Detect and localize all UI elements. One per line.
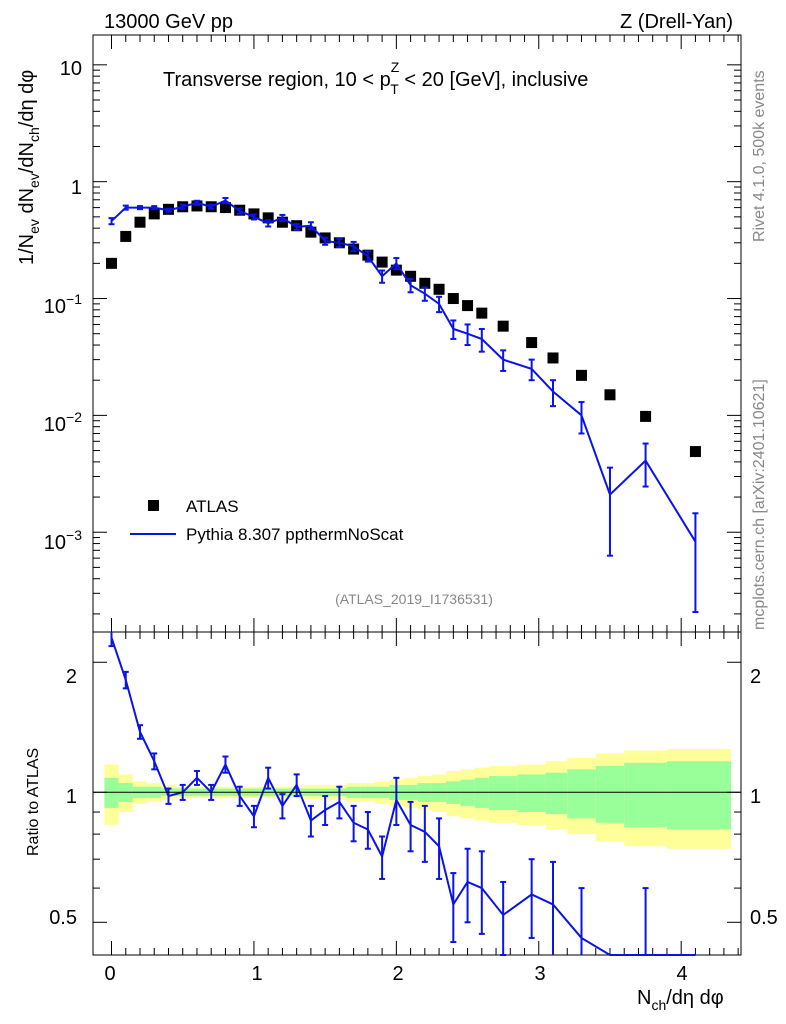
- ratio-tick-label-2-right: 2: [750, 666, 761, 688]
- atlas-point: [276, 216, 288, 228]
- legend-atlas-marker: [148, 500, 159, 511]
- x-axis-label: Nch/dη dφ: [637, 987, 724, 1013]
- x-tick-label: 1: [251, 963, 262, 985]
- legend-mc-label: Pythia 8.307 ppthermNoScat: [186, 525, 404, 544]
- ratio-tick-label-05-right: 0.5: [750, 907, 778, 929]
- atlas-point: [640, 410, 652, 422]
- ratio-uncertainty-bands: [104, 748, 732, 849]
- atlas-point: [120, 230, 132, 242]
- ratio-tick-label-1: 1: [66, 786, 77, 808]
- atlas-data-points: [106, 200, 701, 458]
- ratio-plot-frame: [92, 631, 742, 956]
- atlas-point: [689, 446, 701, 458]
- atlas-point: [305, 226, 317, 238]
- ratio-band-inner: [104, 777, 119, 808]
- ratio-band-inner: [545, 772, 568, 815]
- side-mcplots-label: mcplots.cern.ch [arXiv:2401.10621]: [751, 379, 768, 630]
- header-left: 13000 GeV pp: [104, 11, 233, 33]
- x-tick-label: 0: [104, 963, 115, 985]
- region-title: Transverse region, 10 < pZ T < 20 [GeV], …: [163, 59, 588, 97]
- atlas-point: [433, 283, 445, 295]
- atlas-point: [191, 200, 203, 212]
- atlas-point: [106, 257, 118, 269]
- atlas-point: [219, 202, 231, 214]
- ratio-band-inner: [666, 761, 732, 830]
- region-title-sub: T: [390, 81, 399, 97]
- legend-atlas-label: ATLAS: [186, 497, 239, 516]
- ratio-band-inner: [624, 762, 667, 828]
- atlas-point: [148, 208, 160, 220]
- atlas-point: [526, 337, 538, 349]
- atlas-point: [497, 320, 509, 332]
- ratio-band-inner: [567, 769, 596, 819]
- atlas-point: [405, 270, 417, 282]
- mc-curve-top: [108, 197, 699, 614]
- atlas-point: [419, 277, 431, 289]
- mc-ratio-line: [110, 637, 696, 956]
- atlas-point: [604, 389, 616, 401]
- y-tick-label-1e-3: 10−3: [44, 527, 82, 554]
- atlas-point: [262, 212, 274, 224]
- ratio-tick-label-1-right: 1: [750, 786, 761, 808]
- header-right: Z (Drell-Yan): [620, 11, 733, 33]
- top-y-axis-label: 1/Nev dNev/dNch/dη dφ: [16, 70, 42, 265]
- ratio-band-inner: [488, 776, 518, 810]
- atlas-point: [547, 352, 559, 364]
- atlas-point: [575, 369, 587, 381]
- side-rivet-label: Rivet 4.1.0, 500k events: [751, 70, 768, 242]
- mc-curve-ratio: [108, 632, 696, 956]
- ratio-band-inner: [474, 777, 489, 808]
- region-title-main: Transverse region, 10 < p: [163, 69, 391, 91]
- x-tick-label: 2: [392, 963, 403, 985]
- region-title-tail: < 20 [GeV], inclusive: [399, 69, 589, 91]
- region-title-sup: Z: [391, 59, 400, 75]
- x-tick-label: 4: [676, 963, 687, 985]
- ratio-band-inner: [595, 766, 625, 823]
- atlas-point: [476, 307, 488, 319]
- ratio-band-inner: [517, 774, 546, 813]
- axis-ticks: [93, 35, 741, 955]
- atlas-point: [447, 293, 459, 305]
- y-tick-label-1e-1: 10−1: [44, 291, 82, 318]
- ratio-tick-label-2: 2: [66, 666, 77, 688]
- ratio-tick-label-05: 0.5: [49, 907, 77, 929]
- y-tick-label-10: 10: [60, 58, 82, 80]
- y-tick-label-1e-2: 10−2: [44, 409, 82, 436]
- atlas-point: [462, 300, 474, 312]
- atlas-point: [376, 256, 388, 268]
- mc-line: [110, 199, 697, 543]
- analysis-id: (ATLAS_2019_I1736531): [335, 591, 493, 607]
- x-tick-label: 3: [534, 963, 545, 985]
- atlas-point: [134, 216, 146, 228]
- y-tick-label-1: 1: [71, 177, 82, 199]
- ratio-y-axis-label: Ratio to ATLAS: [25, 748, 42, 856]
